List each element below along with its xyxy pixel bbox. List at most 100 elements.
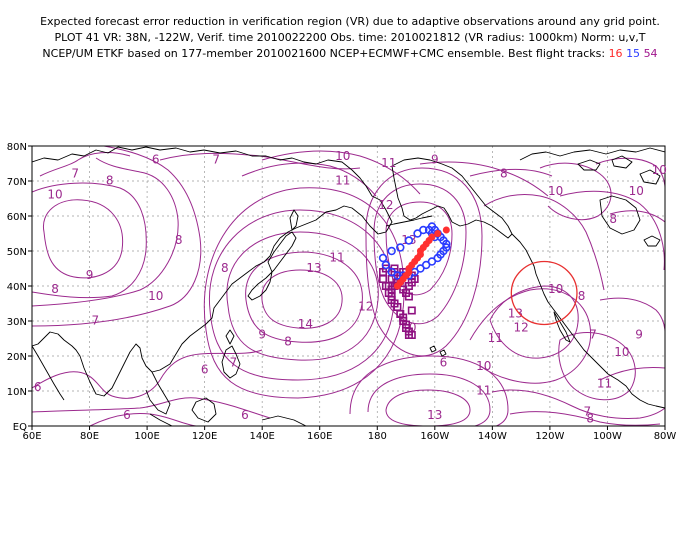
- contour-value-label: 10: [652, 163, 667, 177]
- contour-value-label: 6: [152, 153, 160, 167]
- coastline-hudson: [599, 195, 641, 235]
- coastline-india: [32, 345, 65, 401]
- contour-line: [32, 349, 263, 399]
- lon-tick-label: 80E: [80, 431, 99, 442]
- contour-line: [599, 297, 665, 340]
- contour-value-label: 11: [597, 377, 612, 391]
- contour-line: [509, 411, 661, 426]
- lat-tick-label: 60N: [7, 212, 27, 223]
- contour-line: [419, 161, 549, 197]
- lon-tick-label: 120W: [535, 431, 564, 442]
- contour-value-label: 8: [106, 174, 114, 188]
- lat-tick-label: EQ: [13, 422, 27, 433]
- track-blue-label: 15: [626, 47, 641, 60]
- contour-line: [245, 251, 363, 343]
- track-purple-label: 54: [643, 47, 658, 60]
- coastline-baja: [553, 311, 571, 343]
- lon-axis-labels: 60E 80E 100E 120E 140E 160E 180 160W 140W 120W 100…: [22, 431, 676, 442]
- contour-value-label: 11: [488, 331, 503, 345]
- contour-value-label: 8: [284, 335, 292, 349]
- contour-value-label: 9: [258, 328, 266, 342]
- track-54-square: [407, 306, 416, 315]
- contour-value-label: 8: [578, 289, 586, 303]
- contour-value-label: 13: [306, 261, 321, 275]
- lat-tick-label: 40N: [7, 282, 27, 293]
- lon-tick-label: 180: [368, 431, 387, 442]
- lat-tick-label: 70N: [7, 177, 27, 188]
- verification-region: [510, 260, 578, 326]
- lon-tick-label: 120E: [192, 431, 217, 442]
- lon-tick-label: 160E: [307, 431, 332, 442]
- track-54-square: [381, 264, 390, 273]
- contour-line: [203, 187, 405, 399]
- contour-value-label: 8: [221, 261, 229, 275]
- contour-line: [367, 373, 491, 426]
- coastline-aleutians: [385, 215, 433, 227]
- contour-value-label: 10: [476, 359, 491, 373]
- lat-tick-label: 50N: [7, 247, 27, 258]
- track-15-circle: [404, 236, 414, 245]
- contour-value-label: 8: [175, 233, 183, 247]
- contour-value-label: 7: [589, 328, 597, 342]
- track-15-circle: [427, 257, 437, 266]
- contour-value-label: 9: [635, 328, 643, 342]
- track-54-square: [379, 274, 388, 283]
- contour-line: [32, 146, 202, 327]
- vr-circle: [510, 260, 578, 326]
- coastline-sumatra: [149, 413, 173, 426]
- contour-value-label: 7: [230, 356, 238, 370]
- contour-value-label: 11: [335, 174, 350, 188]
- contour-value-label: 12: [358, 300, 373, 314]
- contour-value-label: 11: [329, 251, 344, 265]
- contour-line: [42, 199, 124, 279]
- contour-line: [469, 168, 553, 177]
- track-15-circle: [416, 264, 425, 273]
- contour-line: [599, 367, 665, 381]
- contour-line: [32, 397, 271, 419]
- contour-line: [32, 157, 179, 307]
- lat-tick-label: 80N: [7, 142, 27, 153]
- contour-value-label: 6: [241, 408, 249, 422]
- contour-value-label: 7: [583, 405, 591, 419]
- coastline-japan: [247, 231, 297, 301]
- track-15-circle: [396, 243, 405, 252]
- track-15-circle: [421, 260, 431, 270]
- contour-value-label: 11: [381, 156, 396, 170]
- lon-tick-label: 60E: [22, 431, 41, 442]
- coastline-canada-islands: [577, 155, 661, 185]
- track-15-circle: [419, 225, 428, 235]
- contour-layer: [32, 146, 665, 426]
- coastline-sakhalin: [289, 209, 299, 231]
- contour-line: [365, 167, 483, 357]
- track-15-circle: [413, 229, 422, 238]
- contour-line: [373, 183, 467, 325]
- coastline-north-america-west: [511, 233, 665, 409]
- contour-value-label: 6: [123, 408, 131, 422]
- contour-value-label: 10: [548, 282, 563, 296]
- contour-value-label: 8: [500, 167, 508, 181]
- coastline-hawaii: [429, 345, 447, 357]
- contour-value-label: 8: [51, 282, 59, 296]
- contour-line: [609, 210, 665, 223]
- contour-line: [226, 231, 379, 361]
- contour-value-label: 14: [298, 317, 313, 331]
- contour-value-label: 8: [609, 212, 617, 226]
- contour-value-label: 7: [71, 167, 79, 181]
- contour-value-label: 7: [212, 153, 220, 167]
- contour-line: [261, 269, 343, 329]
- contour-value-label: 9: [86, 268, 94, 282]
- track-15-circle: [387, 246, 396, 256]
- lon-tick-label: 140W: [478, 431, 507, 442]
- coastline-alaska: [391, 157, 513, 239]
- track-16-dot: [434, 230, 442, 238]
- lat-tick-label: 30N: [7, 317, 27, 328]
- lon-tick-label: 100E: [134, 431, 159, 442]
- track-16-dot: [442, 226, 450, 234]
- contour-value-label: 10: [335, 149, 350, 163]
- contour-line: [483, 193, 605, 291]
- track-15-circle: [378, 253, 388, 263]
- contour-line: [491, 389, 665, 419]
- header-line-3-text: NCEP/UM ETKF based on 177-member 2010021…: [42, 47, 609, 60]
